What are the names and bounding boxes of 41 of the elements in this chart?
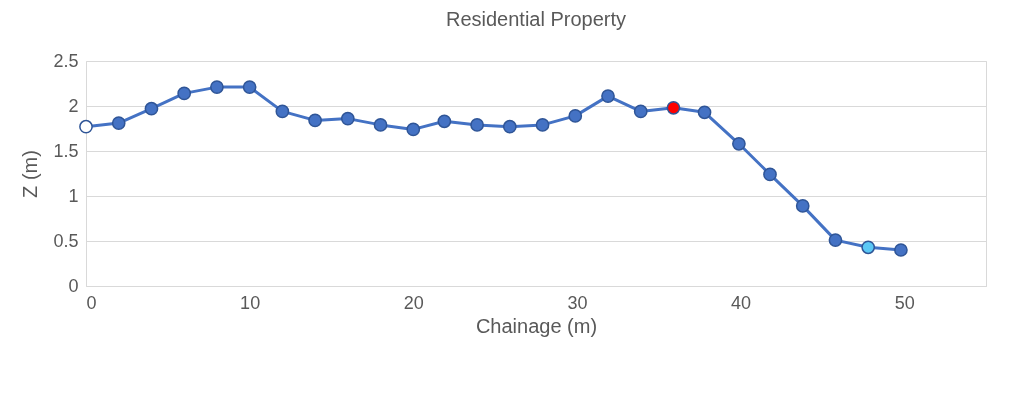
- chart-title: Residential Property: [445, 8, 627, 30]
- point: [828, 233, 843, 247]
- point: [79, 119, 93, 134]
- point: [894, 243, 908, 257]
- point: [111, 116, 126, 130]
- point: [275, 104, 290, 119]
- point: [242, 80, 257, 94]
- point: [437, 114, 452, 129]
- point: [633, 104, 648, 119]
- point: [340, 111, 355, 126]
- point: [763, 167, 777, 182]
- point: [535, 118, 550, 132]
- x-tick-label: 10: [240, 292, 261, 313]
- point: [308, 113, 322, 128]
- point: [470, 118, 484, 132]
- point: [732, 136, 746, 151]
- x-tick-label: 20: [403, 292, 424, 313]
- point: [601, 89, 615, 103]
- point: [144, 101, 159, 116]
- x-tick-label: 40: [731, 292, 752, 313]
- point: [666, 100, 681, 115]
- y-tick-label: 1.5: [53, 140, 79, 161]
- point: [406, 122, 421, 137]
- y-tick-label: 0.5: [53, 230, 79, 251]
- point: [502, 119, 517, 134]
- point: [861, 240, 876, 255]
- y-tick-label: 2.5: [53, 50, 79, 71]
- y-tick-label: 2: [68, 95, 79, 116]
- point: [177, 86, 192, 101]
- point: [795, 199, 810, 213]
- x-tick-label: 50: [894, 292, 915, 313]
- x-tick-label: 30: [567, 292, 588, 313]
- y-axis-title: Z (m): [19, 150, 42, 198]
- point: [210, 80, 224, 94]
- x-axis-title: Chainage (m): [475, 314, 598, 337]
- y-tick-label: 0: [68, 275, 79, 296]
- y-tick-label: 1: [68, 185, 79, 206]
- point: [568, 109, 583, 123]
- point: [697, 105, 712, 120]
- x-tick-label: 0: [86, 292, 97, 313]
- point: [373, 118, 388, 132]
